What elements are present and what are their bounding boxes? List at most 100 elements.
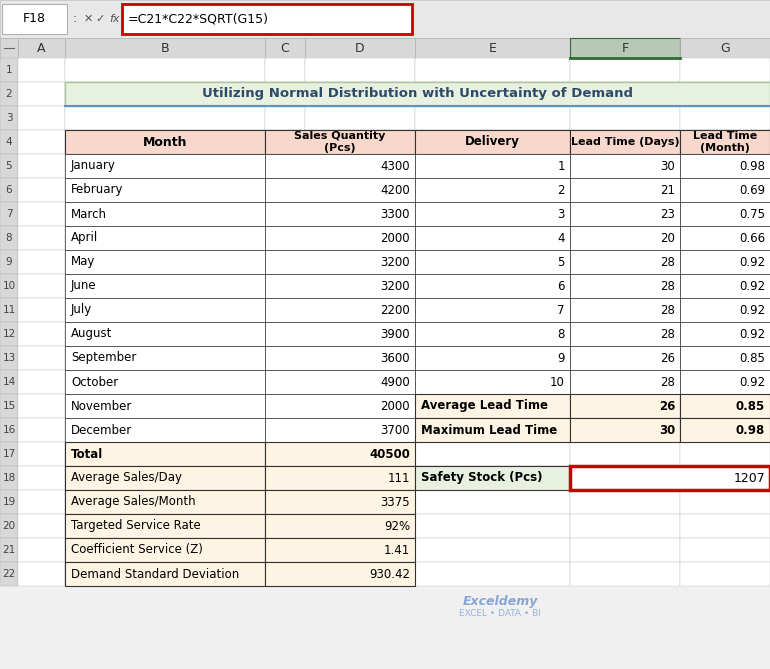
Text: 0.92: 0.92: [739, 280, 765, 292]
Bar: [0, 514, 18, 538]
Bar: [305, 370, 415, 394]
Text: 3600: 3600: [380, 351, 410, 365]
Bar: [65, 370, 265, 394]
Bar: [415, 274, 570, 298]
Bar: [65, 226, 265, 250]
Bar: [0, 538, 18, 562]
Text: May: May: [71, 256, 95, 268]
Text: November: November: [71, 399, 132, 413]
Bar: [65, 418, 265, 442]
Bar: [680, 298, 770, 322]
Text: EXCEL • DATA • BI: EXCEL • DATA • BI: [459, 609, 541, 617]
Bar: [415, 370, 570, 394]
Bar: [265, 82, 305, 106]
Bar: [65, 274, 265, 298]
Text: 0.66: 0.66: [739, 231, 765, 244]
Text: January: January: [71, 159, 116, 173]
Bar: [65, 38, 265, 58]
Bar: [0, 154, 18, 178]
Bar: [0, 370, 18, 394]
Bar: [0, 58, 18, 82]
Text: April: April: [71, 231, 99, 244]
Bar: [415, 274, 570, 298]
Bar: [415, 106, 570, 130]
Bar: [65, 538, 265, 562]
Bar: [18, 202, 65, 226]
Text: December: December: [71, 423, 132, 436]
Bar: [65, 274, 265, 298]
Bar: [18, 466, 65, 490]
Bar: [680, 130, 770, 154]
Bar: [680, 442, 770, 466]
Text: 10: 10: [550, 375, 565, 389]
Bar: [65, 154, 265, 178]
Bar: [265, 538, 305, 562]
Bar: [265, 466, 305, 490]
Text: Utilizing Normal Distribution with Uncertainty of Demand: Utilizing Normal Distribution with Uncer…: [202, 88, 633, 100]
Bar: [415, 394, 570, 418]
Bar: [570, 202, 680, 226]
Text: 19: 19: [2, 497, 15, 507]
Bar: [570, 154, 680, 178]
Text: 3700: 3700: [380, 423, 410, 436]
Bar: [570, 298, 680, 322]
Bar: [122, 4, 412, 34]
Text: E: E: [488, 41, 497, 54]
Bar: [65, 298, 265, 322]
Bar: [65, 226, 265, 250]
Text: 14: 14: [2, 377, 15, 387]
Bar: [265, 514, 415, 538]
Bar: [265, 562, 305, 586]
Text: 930.42: 930.42: [369, 567, 410, 581]
Bar: [0, 322, 18, 346]
Bar: [0, 274, 18, 298]
Text: August: August: [71, 328, 112, 341]
Bar: [265, 442, 305, 466]
Bar: [570, 250, 680, 274]
Text: 26: 26: [658, 399, 675, 413]
Text: D: D: [355, 41, 365, 54]
Text: 1207: 1207: [733, 472, 765, 484]
Bar: [305, 226, 415, 250]
Bar: [415, 322, 570, 346]
Text: 0.85: 0.85: [739, 351, 765, 365]
Bar: [65, 538, 265, 562]
Text: 2000: 2000: [380, 231, 410, 244]
Text: :: :: [73, 13, 77, 25]
Bar: [305, 466, 415, 490]
Bar: [570, 178, 680, 202]
Text: 21: 21: [660, 183, 675, 197]
Bar: [680, 418, 770, 442]
Bar: [65, 202, 265, 226]
Text: 9: 9: [5, 257, 12, 267]
Text: 0.92: 0.92: [739, 328, 765, 341]
Text: 30: 30: [659, 423, 675, 436]
Bar: [305, 538, 415, 562]
Bar: [570, 346, 680, 370]
Text: Delivery: Delivery: [465, 136, 520, 149]
Text: Safety Stock (Pcs): Safety Stock (Pcs): [421, 472, 543, 484]
Text: 1.41: 1.41: [383, 543, 410, 557]
Bar: [265, 154, 415, 178]
Bar: [680, 346, 770, 370]
Bar: [680, 154, 770, 178]
Bar: [0, 418, 18, 442]
Bar: [680, 58, 770, 82]
Bar: [415, 226, 570, 250]
Bar: [570, 298, 680, 322]
Text: 20: 20: [2, 521, 15, 531]
Text: Lead Time (Days): Lead Time (Days): [571, 137, 679, 147]
Bar: [65, 58, 265, 82]
Bar: [0, 178, 18, 202]
Bar: [680, 394, 770, 418]
Bar: [415, 154, 570, 178]
Bar: [680, 226, 770, 250]
Bar: [265, 370, 415, 394]
Bar: [570, 322, 680, 346]
Text: Lead Time
(Month): Lead Time (Month): [693, 131, 757, 153]
Text: Average Lead Time: Average Lead Time: [421, 399, 548, 413]
Bar: [415, 394, 570, 418]
Bar: [65, 442, 265, 466]
Bar: [265, 106, 305, 130]
Bar: [265, 394, 305, 418]
